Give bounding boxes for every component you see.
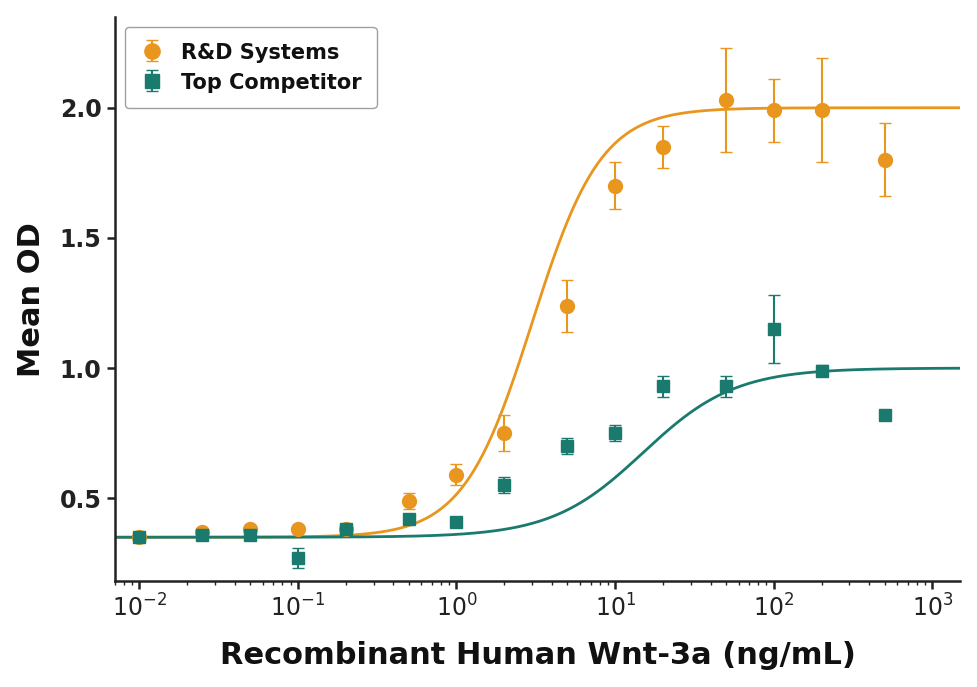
- Legend: R&D Systems, Top Competitor: R&D Systems, Top Competitor: [125, 27, 376, 108]
- X-axis label: Recombinant Human Wnt-3a (ng/mL): Recombinant Human Wnt-3a (ng/mL): [220, 642, 856, 671]
- Y-axis label: Mean OD: Mean OD: [17, 222, 46, 376]
